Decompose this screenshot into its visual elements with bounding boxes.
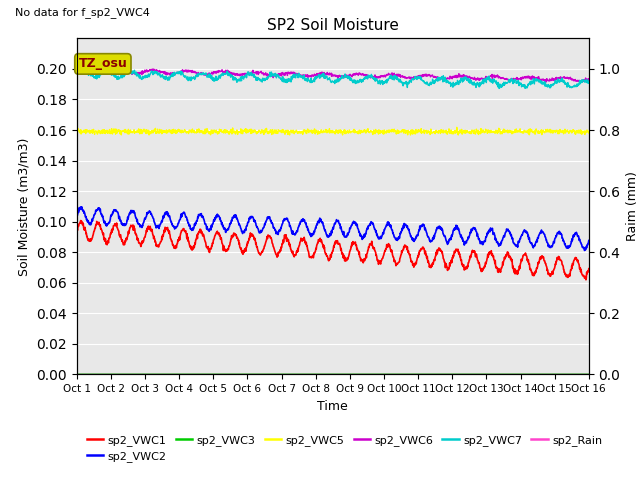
Legend: sp2_VWC1, sp2_VWC2, sp2_VWC3, sp2_VWC5, sp2_VWC6, sp2_VWC7, sp2_Rain: sp2_VWC1, sp2_VWC2, sp2_VWC3, sp2_VWC5, … [83,431,607,467]
Title: SP2 Soil Moisture: SP2 Soil Moisture [267,18,399,33]
X-axis label: Time: Time [317,400,348,413]
Y-axis label: Soil Moisture (m3/m3): Soil Moisture (m3/m3) [18,137,31,276]
Y-axis label: Raim (mm): Raim (mm) [626,171,639,241]
Text: TZ_osu: TZ_osu [79,58,127,71]
Text: No data for f_sp2_VWC4: No data for f_sp2_VWC4 [15,7,150,18]
